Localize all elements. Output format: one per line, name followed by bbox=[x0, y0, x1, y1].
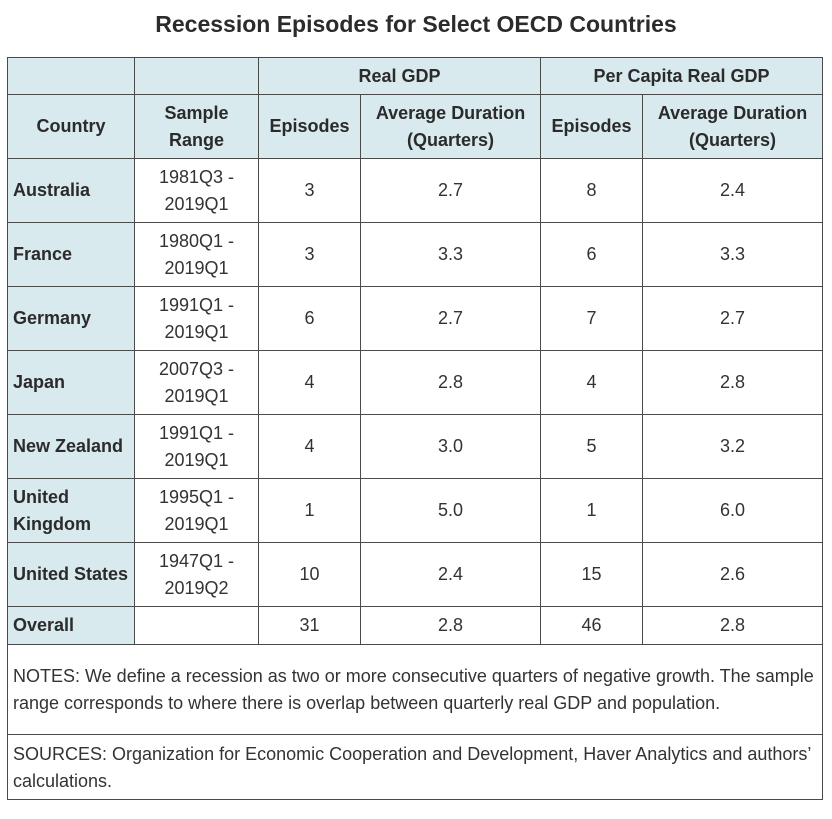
sample-range-cell: 1991Q1 - 2019Q1 bbox=[134, 286, 259, 351]
country-cell: Japan bbox=[7, 350, 135, 415]
sources-row: SOURCES: Organization for Economic Coope… bbox=[7, 734, 823, 800]
header-group-per-capita: Per Capita Real GDP bbox=[540, 57, 823, 95]
table-row: United States 1947Q1 - 2019Q2 10 2.4 15 … bbox=[7, 542, 823, 607]
pc-episodes-cell: 4 bbox=[540, 350, 643, 415]
table-row: Japan 2007Q3 - 2019Q1 4 2.8 4 2.8 bbox=[7, 350, 823, 415]
header-real-duration: Average Duration (Quarters) bbox=[360, 94, 541, 159]
pc-duration-cell: 3.2 bbox=[642, 414, 823, 479]
table-row: Australia 1981Q3 - 2019Q1 3 2.7 8 2.4 bbox=[7, 158, 823, 223]
country-cell: United States bbox=[7, 542, 135, 607]
real-duration-cell: 2.4 bbox=[360, 542, 541, 607]
pc-duration-cell: 2.4 bbox=[642, 158, 823, 223]
table-row: Germany 1991Q1 - 2019Q1 6 2.7 7 2.7 bbox=[7, 286, 823, 351]
overall-range-cell bbox=[134, 606, 259, 645]
sample-range-cell: 1981Q3 - 2019Q1 bbox=[134, 158, 259, 223]
pc-episodes-cell: 5 bbox=[540, 414, 643, 479]
header-pc-episodes: Episodes bbox=[540, 94, 643, 159]
header-sample-range: Sample Range bbox=[134, 94, 259, 159]
real-episodes-cell: 4 bbox=[258, 350, 361, 415]
real-episodes-cell: 3 bbox=[258, 158, 361, 223]
recession-table: Real GDP Per Capita Real GDP Country Sam… bbox=[7, 57, 823, 800]
pc-duration-cell: 3.3 bbox=[642, 222, 823, 287]
real-episodes-cell: 4 bbox=[258, 414, 361, 479]
real-episodes-cell: 10 bbox=[258, 542, 361, 607]
overall-row: Overall 31 2.8 46 2.8 bbox=[7, 606, 823, 645]
real-episodes-cell: 3 bbox=[258, 222, 361, 287]
pc-duration-cell: 2.6 bbox=[642, 542, 823, 607]
header-blank-country bbox=[7, 57, 135, 95]
real-duration-cell: 3.0 bbox=[360, 414, 541, 479]
pc-episodes-cell: 8 bbox=[540, 158, 643, 223]
table-row: New Zealand 1991Q1 - 2019Q1 4 3.0 5 3.2 bbox=[7, 414, 823, 479]
real-duration-cell: 5.0 bbox=[360, 478, 541, 543]
sample-range-cell: 1995Q1 - 2019Q1 bbox=[134, 478, 259, 543]
overall-label: Overall bbox=[7, 606, 135, 645]
real-episodes-cell: 6 bbox=[258, 286, 361, 351]
header-group-row: Real GDP Per Capita Real GDP bbox=[7, 57, 823, 95]
header-blank-range bbox=[134, 57, 259, 95]
table-row: United Kingdom 1995Q1 - 2019Q1 1 5.0 1 6… bbox=[7, 478, 823, 543]
sample-range-cell: 1980Q1 - 2019Q1 bbox=[134, 222, 259, 287]
header-column-row: Country Sample Range Episodes Average Du… bbox=[7, 94, 823, 159]
pc-duration-cell: 2.8 bbox=[642, 350, 823, 415]
real-episodes-cell: 1 bbox=[258, 478, 361, 543]
country-cell: United Kingdom bbox=[7, 478, 135, 543]
country-cell: Germany bbox=[7, 286, 135, 351]
pc-episodes-cell: 15 bbox=[540, 542, 643, 607]
overall-real-duration: 2.8 bbox=[360, 606, 541, 645]
pc-duration-cell: 2.7 bbox=[642, 286, 823, 351]
real-duration-cell: 2.7 bbox=[360, 158, 541, 223]
notes-text: NOTES: We define a recession as two or m… bbox=[7, 644, 823, 735]
overall-pc-duration: 2.8 bbox=[642, 606, 823, 645]
pc-duration-cell: 6.0 bbox=[642, 478, 823, 543]
header-real-episodes: Episodes bbox=[258, 94, 361, 159]
header-pc-duration: Average Duration (Quarters) bbox=[642, 94, 823, 159]
table-row: France 1980Q1 - 2019Q1 3 3.3 6 3.3 bbox=[7, 222, 823, 287]
sources-text: SOURCES: Organization for Economic Coope… bbox=[7, 734, 823, 800]
header-group-real-gdp: Real GDP bbox=[258, 57, 541, 95]
country-cell: Australia bbox=[7, 158, 135, 223]
pc-episodes-cell: 1 bbox=[540, 478, 643, 543]
pc-episodes-cell: 6 bbox=[540, 222, 643, 287]
overall-real-episodes: 31 bbox=[258, 606, 361, 645]
real-duration-cell: 2.8 bbox=[360, 350, 541, 415]
table-title: Recession Episodes for Select OECD Count… bbox=[155, 11, 677, 37]
country-cell: New Zealand bbox=[7, 414, 135, 479]
sample-range-cell: 2007Q3 - 2019Q1 bbox=[134, 350, 259, 415]
real-duration-cell: 3.3 bbox=[360, 222, 541, 287]
real-duration-cell: 2.7 bbox=[360, 286, 541, 351]
notes-row: NOTES: We define a recession as two or m… bbox=[7, 644, 823, 735]
sample-range-cell: 1947Q1 - 2019Q2 bbox=[134, 542, 259, 607]
header-country: Country bbox=[7, 94, 135, 159]
overall-pc-episodes: 46 bbox=[540, 606, 643, 645]
pc-episodes-cell: 7 bbox=[540, 286, 643, 351]
country-cell: France bbox=[7, 222, 135, 287]
sample-range-cell: 1991Q1 - 2019Q1 bbox=[134, 414, 259, 479]
